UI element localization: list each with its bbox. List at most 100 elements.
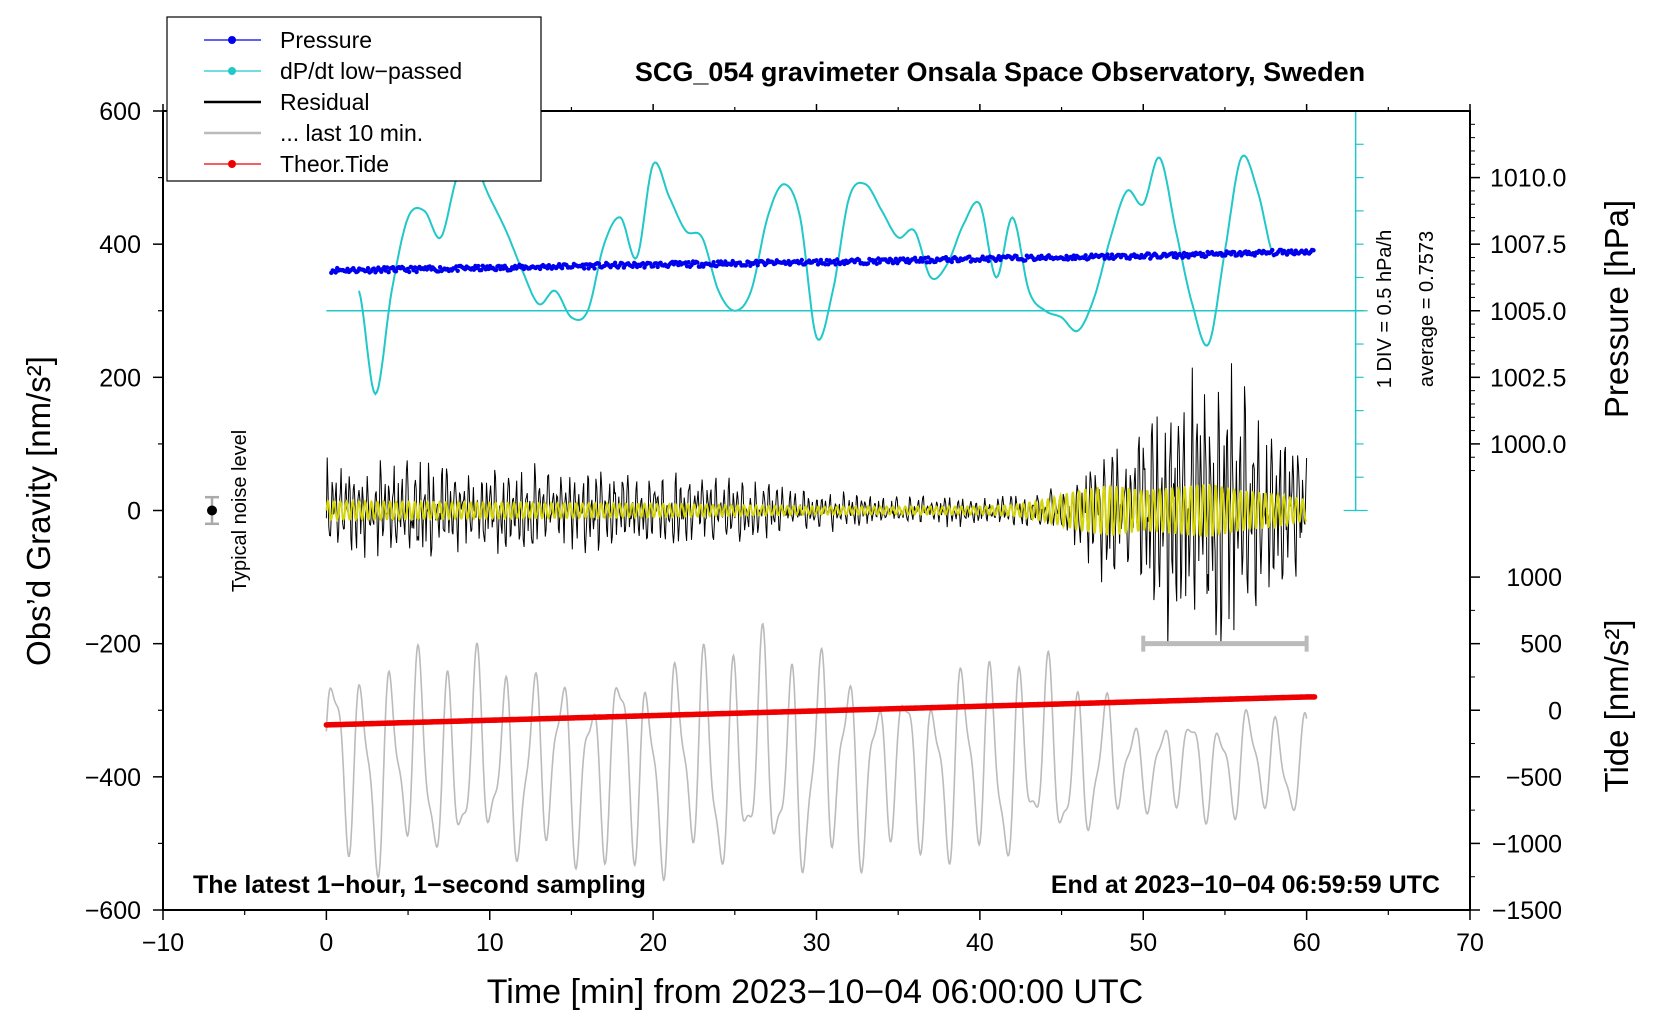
pressure-point [1146, 251, 1152, 256]
y-tick-label: 600 [99, 98, 141, 126]
pressure-point [865, 261, 871, 266]
tide-tick-label: −1000 [1492, 830, 1562, 858]
legend-label: Theor.Tide [280, 151, 389, 177]
series-residual-line [325, 363, 1308, 646]
legend-label: ... last 10 min. [280, 120, 423, 146]
pressure-tick-label: 1010.0 [1490, 165, 1566, 193]
pressure-point [592, 266, 597, 271]
annotation-end-time: End at 2023−10−04 06:59:59 UTC [1051, 871, 1440, 899]
pressure-point [967, 254, 972, 259]
pressure-point [1105, 252, 1110, 257]
legend-marker [228, 36, 236, 44]
legend-marker [228, 160, 236, 168]
pressure-point [559, 266, 565, 271]
x-tick-label: 30 [803, 929, 831, 957]
pressure-point [912, 255, 918, 260]
x-tick-label: 20 [639, 929, 667, 957]
pressure-point [455, 268, 460, 273]
legend-entry: Residual [204, 89, 370, 115]
pressure-point [818, 257, 824, 263]
legend-label: dP/dt low−passed [280, 58, 462, 84]
chart-title: SCG_054 gravimeter Onsala Space Observat… [635, 57, 1365, 87]
pressure-point [1109, 252, 1115, 257]
axes-layer: −10 0 10 20 30 40 50 60 70 600 400 200 0 −200 −400 −600… [85, 98, 1567, 957]
pressure-point [390, 265, 396, 270]
x-tick-label: 0 [319, 929, 333, 957]
legend-marker [228, 67, 236, 75]
y-tick-label: 400 [99, 231, 141, 259]
x-tick-label: 10 [476, 929, 504, 957]
pressure-point [414, 269, 419, 275]
annotation-sampling: The latest 1−hour, 1−second sampling [193, 871, 646, 899]
y-tick-label: 200 [99, 364, 141, 392]
pressure-point [1083, 253, 1088, 258]
series-pressure [329, 247, 1316, 275]
legend-box [166, 16, 542, 182]
legend: Pressure dP/dt low−passed Residual ... last… [166, 16, 542, 182]
pressure-point [386, 270, 391, 275]
legend-label: Residual [280, 89, 370, 115]
pressure-point [1231, 249, 1237, 255]
pressure-point [437, 265, 443, 270]
pressure-point [479, 267, 484, 273]
tide-tick-label: 0 [1548, 697, 1562, 725]
pressure-point [630, 264, 635, 269]
noise-marker [205, 495, 220, 526]
y-tick-label: −200 [85, 631, 141, 659]
y-axis-label-pressure: Pressure [hPa] [1598, 200, 1635, 418]
legend-entry: ... last 10 min. [204, 120, 423, 146]
series-theor-tide [323, 694, 1318, 728]
pressure-point [612, 260, 618, 265]
pressure-point [743, 263, 749, 268]
y-tick-label: 0 [127, 498, 141, 526]
x-axis-label: Time [min] from 2023−10−04 06:00:00 UTC [487, 973, 1143, 1011]
tide-tick-label: −500 [1506, 764, 1562, 792]
legend-entry: dP/dt low−passed [204, 58, 462, 84]
pressure-point [476, 263, 481, 269]
pressure-point [582, 266, 587, 271]
last10-bar [1141, 635, 1309, 652]
noise-level-label: Typical noise level [229, 430, 251, 592]
x-tick-label: 50 [1129, 929, 1157, 957]
x-tick-label: 70 [1456, 929, 1484, 957]
pressure-tick-label: 1000.0 [1490, 431, 1566, 459]
tide-point [1311, 694, 1318, 700]
pressure-tick-label: 1002.5 [1490, 364, 1566, 392]
y-axis-label-gravity: Obs’d Gravity [nm/s²] [20, 356, 57, 666]
dpdt-scale-label: 1 DIV = 0.5 hPa/h [1374, 230, 1396, 388]
pressure-tick-label: 1005.0 [1490, 298, 1566, 326]
tide-tick-label: 1000 [1506, 564, 1562, 592]
pressure-point [1311, 248, 1316, 253]
pressure-point [755, 263, 760, 268]
pressure-point [393, 269, 399, 274]
pressure-point [949, 259, 954, 265]
series-last10-line [325, 622, 1308, 882]
dpdt-average-label: average = 0.7573 [1416, 231, 1438, 387]
pressure-point [926, 255, 931, 260]
pressure-point [814, 258, 819, 263]
pressure-point [1203, 254, 1209, 259]
legend-entry: Pressure [204, 27, 372, 53]
pressure-point [711, 260, 716, 265]
legend-entry: Theor.Tide [204, 151, 389, 177]
pressure-point [856, 257, 862, 263]
pressure-point [493, 267, 499, 273]
pressure-tick-label: 1007.5 [1490, 231, 1566, 259]
pressure-point [365, 266, 371, 271]
pressure-point [799, 257, 804, 263]
y-tick-label: −400 [85, 764, 141, 792]
tide-tick-label: −1500 [1492, 897, 1562, 925]
pressure-point [596, 261, 602, 266]
y-tick-label: −600 [85, 897, 141, 925]
pressure-point [686, 260, 691, 265]
pressure-point [1284, 252, 1290, 257]
series-residual-lowpass-line [325, 483, 1307, 538]
x-tick-label: 60 [1293, 929, 1321, 957]
y-axis-label-tide: Tide [nm/s²] [1598, 620, 1635, 793]
pressure-point [407, 269, 412, 275]
tide-tick-label: 500 [1520, 631, 1562, 659]
pressure-point [1270, 247, 1275, 253]
series-dpdt-line [358, 154, 1275, 396]
x-tick-label: −10 [142, 929, 184, 957]
